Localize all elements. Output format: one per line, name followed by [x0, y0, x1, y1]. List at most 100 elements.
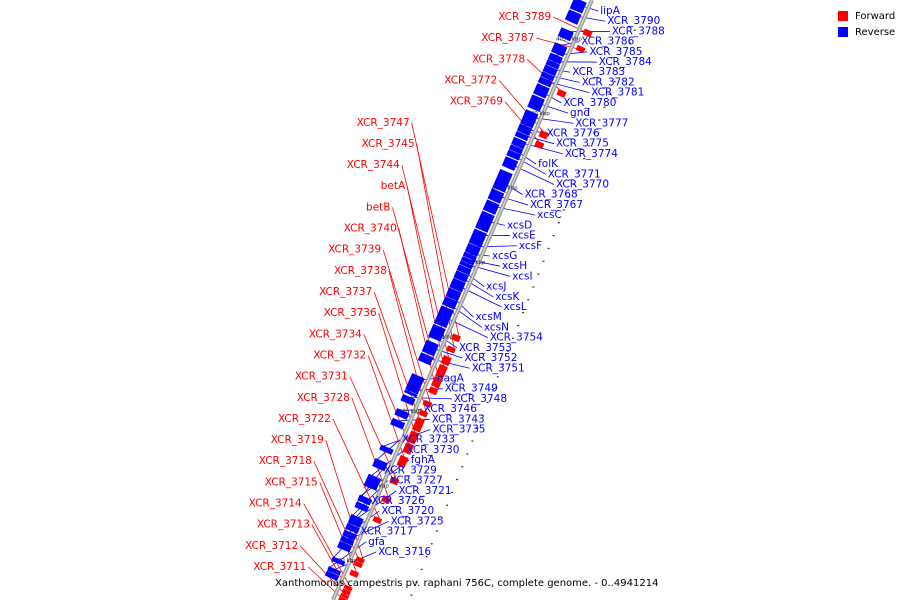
gene-XCR_3778: [556, 88, 567, 98]
guide-dot: [578, 170, 581, 173]
gene-xcsN: [441, 296, 458, 310]
gene-XCR_3722: [372, 515, 383, 525]
label-xcsG: xcsG: [492, 250, 517, 262]
gene-XCR_3786: [550, 42, 568, 57]
guide-dot: [608, 93, 611, 95]
gene-XCR_3787: [575, 44, 586, 54]
gene-XCR_3716: [324, 570, 340, 581]
label-betB: betB: [366, 201, 390, 213]
label-xcsD: xcsD: [507, 219, 532, 231]
label-XCR_3716: XCR_3716: [378, 546, 431, 558]
gene-xcsF: [464, 242, 481, 257]
guide-dot: [537, 273, 540, 275]
guide-dot: [476, 427, 479, 429]
label-XCR_3711: XCR_3711: [253, 561, 306, 573]
leader-XCR_3740: [398, 228, 438, 393]
gene-XCR_3751: [417, 352, 434, 366]
gene-XCR_3777: [520, 109, 539, 129]
gene-betB: [430, 375, 443, 389]
gene-XCR_3785: [547, 52, 563, 65]
gene-XCR_3740: [427, 386, 439, 396]
guide-dot: [588, 145, 591, 147]
label-XCR_3737: XCR_3737: [319, 286, 372, 298]
gene-XCR_3752: [421, 339, 440, 357]
label-XCR_3732: XCR_3732: [313, 349, 366, 361]
guide-dot: [491, 389, 494, 391]
gene-XCR_3768: [492, 168, 513, 193]
label-XCR_3735: XCR_3735: [432, 424, 485, 436]
guide-dot: [633, 29, 636, 31]
gene-XCR_3725: [336, 540, 353, 553]
guide-dot: [527, 299, 530, 301]
tick-label: 4000 kbp: [395, 409, 421, 415]
gene-XCR_3754: [433, 305, 454, 329]
label-XCR_3772: XCR_3772: [444, 74, 497, 86]
label-XCR_3789: XCR_3789: [498, 11, 551, 23]
guide-dot: [501, 363, 504, 365]
label-XCR_3744: XCR_3744: [347, 159, 400, 171]
gene-XCR_3782: [540, 71, 555, 82]
guide-dot: [517, 324, 520, 327]
guide-dot: [532, 286, 535, 288]
legend-forward: Forward: [838, 8, 895, 24]
label-xcsK: xcsK: [495, 291, 520, 303]
gene-labels: lipAXCR_3790XCR_3788XCR_3786XCR_3785XCR_…: [245, 5, 665, 573]
leader-XCR_3712: [299, 545, 349, 598]
backbone-highlight: [332, 0, 593, 600]
label-XCR_3726: XCR_3726: [372, 495, 425, 507]
guide-dot: [425, 555, 428, 558]
forward-swatch: [838, 11, 848, 21]
label-nagA: nagA: [437, 372, 465, 384]
leader-betA: [406, 186, 446, 374]
gene-XCR_3747: [450, 333, 462, 343]
label-XCR_3721: XCR_3721: [399, 485, 452, 497]
gene-XCR_3713: [341, 588, 352, 596]
gene-XCR_3789: [582, 28, 593, 38]
gene-XCR_3715: [349, 569, 360, 578]
label-XCR_3752: XCR_3752: [464, 352, 517, 364]
gene-xcsM: [445, 287, 462, 302]
gene-XCR_3728: [380, 495, 392, 505]
label-XCR_3751: XCR_3751: [472, 362, 525, 374]
gene-XCR_3726: [342, 529, 358, 541]
label-XCR_3781: XCR_3781: [591, 87, 644, 99]
label-XCR_3768: XCR_3768: [525, 189, 578, 201]
gene-nagA: [405, 373, 425, 395]
gene-XCR_3767: [487, 188, 505, 204]
gene-xcsJ: [456, 264, 472, 276]
gene-xcsK: [453, 270, 469, 283]
label-gfa: gfa: [368, 536, 385, 548]
gene-XCR_3772: [538, 129, 549, 140]
guide-dot: [522, 312, 525, 314]
gene-XCR_3719: [355, 556, 365, 564]
guide-dot: [410, 594, 413, 596]
label-XCR_3785: XCR_3785: [589, 46, 642, 58]
label-XCR_3740: XCR_3740: [344, 223, 397, 235]
label-gnd: gnd: [570, 107, 590, 119]
label-XCR_3754: XCR_3754: [490, 332, 543, 344]
gene-XCR_3721: [345, 522, 360, 534]
legend: Forward Reverse: [838, 8, 895, 40]
gene-XCR_3783: [542, 64, 558, 77]
guide-dot: [451, 491, 454, 493]
reverse-swatch: [838, 27, 848, 37]
guide-dot: [603, 106, 606, 108]
label-xcsN: xcsN: [484, 321, 509, 333]
label-XCR_3714: XCR_3714: [249, 498, 302, 510]
label-XCR_3745: XCR_3745: [362, 138, 415, 150]
label-XCR_3786: XCR_3786: [581, 36, 634, 48]
label-XCR_3769: XCR_3769: [450, 96, 503, 108]
gene-XCR_3769: [534, 140, 545, 150]
guide-dot: [435, 530, 438, 532]
tick-label: 3980 kbp: [331, 558, 357, 564]
gene-features: [324, 0, 593, 600]
label-XCR_3734: XCR_3734: [309, 328, 362, 340]
gene-XCR_3745: [445, 345, 456, 354]
gene-gfa: [327, 566, 342, 576]
label-XCR_3719: XCR_3719: [271, 434, 324, 446]
guide-dot: [557, 222, 560, 224]
gene-XCR_3735: [379, 444, 394, 455]
label-XCR_3783: XCR_3783: [572, 66, 625, 78]
label-xcsI: xcsI: [512, 270, 532, 282]
